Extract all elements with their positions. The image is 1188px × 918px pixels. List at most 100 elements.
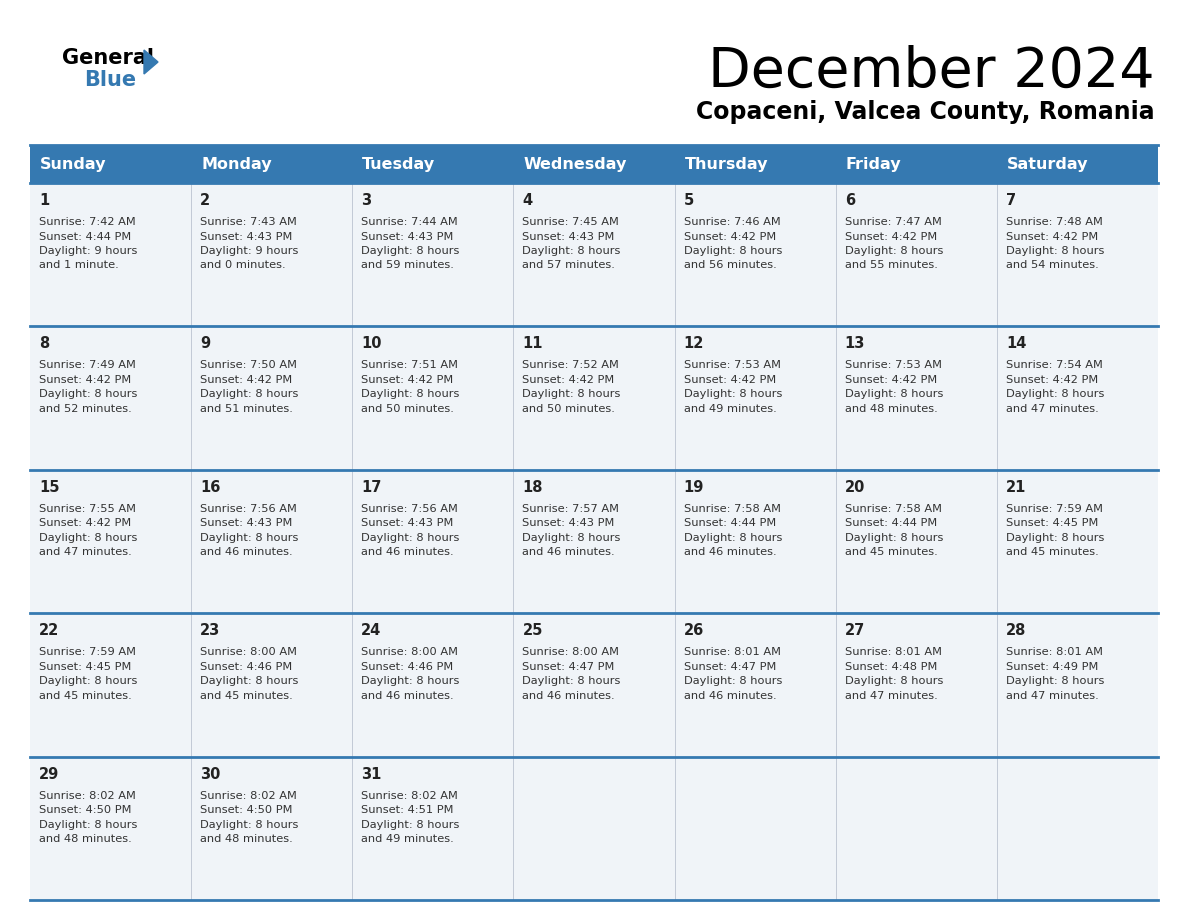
Text: Sunrise: 8:00 AM: Sunrise: 8:00 AM bbox=[523, 647, 619, 657]
Text: 15: 15 bbox=[39, 480, 59, 495]
Bar bbox=[30, 470, 1158, 613]
Text: Daylight: 8 hours: Daylight: 8 hours bbox=[200, 677, 298, 686]
Text: and 59 minutes.: and 59 minutes. bbox=[361, 261, 454, 271]
Text: Sunrise: 7:58 AM: Sunrise: 7:58 AM bbox=[845, 504, 942, 514]
Text: and 46 minutes.: and 46 minutes. bbox=[200, 547, 292, 557]
Text: 22: 22 bbox=[39, 623, 59, 638]
Text: 6: 6 bbox=[845, 193, 855, 208]
Text: Daylight: 8 hours: Daylight: 8 hours bbox=[1006, 389, 1104, 399]
Text: and 55 minutes.: and 55 minutes. bbox=[845, 261, 937, 271]
Text: Daylight: 8 hours: Daylight: 8 hours bbox=[361, 677, 460, 686]
Text: Sunrise: 7:46 AM: Sunrise: 7:46 AM bbox=[683, 217, 781, 227]
Text: Sunset: 4:42 PM: Sunset: 4:42 PM bbox=[361, 375, 454, 385]
Text: Sunrise: 8:02 AM: Sunrise: 8:02 AM bbox=[361, 790, 459, 800]
Text: 30: 30 bbox=[200, 767, 221, 781]
Text: Daylight: 8 hours: Daylight: 8 hours bbox=[845, 532, 943, 543]
Text: and 0 minutes.: and 0 minutes. bbox=[200, 261, 286, 271]
Text: Sunset: 4:43 PM: Sunset: 4:43 PM bbox=[361, 519, 454, 528]
Text: Daylight: 8 hours: Daylight: 8 hours bbox=[39, 820, 138, 830]
Text: Sunrise: 7:56 AM: Sunrise: 7:56 AM bbox=[361, 504, 459, 514]
Text: Sunrise: 7:53 AM: Sunrise: 7:53 AM bbox=[683, 361, 781, 370]
Text: Sunset: 4:45 PM: Sunset: 4:45 PM bbox=[1006, 519, 1098, 528]
Text: Daylight: 8 hours: Daylight: 8 hours bbox=[523, 532, 621, 543]
Text: Sunrise: 7:45 AM: Sunrise: 7:45 AM bbox=[523, 217, 619, 227]
Text: and 45 minutes.: and 45 minutes. bbox=[1006, 547, 1099, 557]
Text: Sunrise: 7:56 AM: Sunrise: 7:56 AM bbox=[200, 504, 297, 514]
Text: Sunrise: 7:43 AM: Sunrise: 7:43 AM bbox=[200, 217, 297, 227]
Text: Sunset: 4:49 PM: Sunset: 4:49 PM bbox=[1006, 662, 1098, 672]
Text: Daylight: 8 hours: Daylight: 8 hours bbox=[361, 820, 460, 830]
Text: Sunset: 4:47 PM: Sunset: 4:47 PM bbox=[683, 662, 776, 672]
Text: and 49 minutes.: and 49 minutes. bbox=[361, 834, 454, 844]
Text: Daylight: 9 hours: Daylight: 9 hours bbox=[200, 246, 298, 256]
Text: 5: 5 bbox=[683, 193, 694, 208]
Text: Blue: Blue bbox=[84, 70, 137, 90]
Text: Daylight: 8 hours: Daylight: 8 hours bbox=[1006, 677, 1104, 686]
Text: Sunrise: 7:58 AM: Sunrise: 7:58 AM bbox=[683, 504, 781, 514]
Text: 26: 26 bbox=[683, 623, 703, 638]
Text: Sunday: Sunday bbox=[40, 156, 107, 172]
Text: and 51 minutes.: and 51 minutes. bbox=[200, 404, 293, 414]
Text: Sunset: 4:43 PM: Sunset: 4:43 PM bbox=[200, 519, 292, 528]
Text: Sunrise: 8:01 AM: Sunrise: 8:01 AM bbox=[683, 647, 781, 657]
Text: Friday: Friday bbox=[846, 156, 902, 172]
Text: Sunrise: 7:53 AM: Sunrise: 7:53 AM bbox=[845, 361, 942, 370]
Text: Sunset: 4:48 PM: Sunset: 4:48 PM bbox=[845, 662, 937, 672]
Text: Sunset: 4:43 PM: Sunset: 4:43 PM bbox=[200, 231, 292, 241]
Text: 24: 24 bbox=[361, 623, 381, 638]
Text: Daylight: 8 hours: Daylight: 8 hours bbox=[683, 246, 782, 256]
Text: Sunrise: 7:59 AM: Sunrise: 7:59 AM bbox=[39, 647, 135, 657]
Text: and 54 minutes.: and 54 minutes. bbox=[1006, 261, 1099, 271]
Text: Sunrise: 7:57 AM: Sunrise: 7:57 AM bbox=[523, 504, 619, 514]
Text: 25: 25 bbox=[523, 623, 543, 638]
Bar bbox=[30, 327, 1158, 470]
Text: Sunset: 4:42 PM: Sunset: 4:42 PM bbox=[845, 375, 937, 385]
Text: Saturday: Saturday bbox=[1007, 156, 1088, 172]
Text: Daylight: 8 hours: Daylight: 8 hours bbox=[845, 389, 943, 399]
Text: Sunset: 4:43 PM: Sunset: 4:43 PM bbox=[523, 231, 615, 241]
Text: 16: 16 bbox=[200, 480, 221, 495]
Text: and 46 minutes.: and 46 minutes. bbox=[361, 690, 454, 700]
Text: Daylight: 9 hours: Daylight: 9 hours bbox=[39, 246, 138, 256]
Text: Daylight: 8 hours: Daylight: 8 hours bbox=[845, 246, 943, 256]
Text: 2: 2 bbox=[200, 193, 210, 208]
Text: Daylight: 8 hours: Daylight: 8 hours bbox=[39, 532, 138, 543]
Text: Sunset: 4:50 PM: Sunset: 4:50 PM bbox=[200, 805, 292, 815]
Text: 11: 11 bbox=[523, 336, 543, 352]
Text: Daylight: 8 hours: Daylight: 8 hours bbox=[683, 532, 782, 543]
Text: and 47 minutes.: and 47 minutes. bbox=[1006, 690, 1099, 700]
Text: 17: 17 bbox=[361, 480, 381, 495]
Text: Sunrise: 7:48 AM: Sunrise: 7:48 AM bbox=[1006, 217, 1102, 227]
Text: Tuesday: Tuesday bbox=[362, 156, 436, 172]
Text: Sunset: 4:47 PM: Sunset: 4:47 PM bbox=[523, 662, 615, 672]
Text: Sunrise: 7:51 AM: Sunrise: 7:51 AM bbox=[361, 361, 459, 370]
Text: Sunset: 4:42 PM: Sunset: 4:42 PM bbox=[200, 375, 292, 385]
Text: General: General bbox=[62, 48, 154, 68]
Text: 9: 9 bbox=[200, 336, 210, 352]
Text: and 48 minutes.: and 48 minutes. bbox=[200, 834, 293, 844]
Text: and 45 minutes.: and 45 minutes. bbox=[200, 690, 293, 700]
Text: Daylight: 8 hours: Daylight: 8 hours bbox=[200, 389, 298, 399]
Text: 27: 27 bbox=[845, 623, 865, 638]
Text: Sunrise: 7:50 AM: Sunrise: 7:50 AM bbox=[200, 361, 297, 370]
Polygon shape bbox=[144, 50, 158, 74]
Text: December 2024: December 2024 bbox=[708, 45, 1155, 99]
Text: 19: 19 bbox=[683, 480, 704, 495]
Text: 1: 1 bbox=[39, 193, 49, 208]
Text: Sunset: 4:42 PM: Sunset: 4:42 PM bbox=[845, 231, 937, 241]
Text: Sunset: 4:42 PM: Sunset: 4:42 PM bbox=[1006, 375, 1098, 385]
Text: and 49 minutes.: and 49 minutes. bbox=[683, 404, 776, 414]
Text: Sunset: 4:44 PM: Sunset: 4:44 PM bbox=[845, 519, 937, 528]
Text: and 45 minutes.: and 45 minutes. bbox=[39, 690, 132, 700]
Text: Sunset: 4:51 PM: Sunset: 4:51 PM bbox=[361, 805, 454, 815]
Text: 21: 21 bbox=[1006, 480, 1026, 495]
Text: 7: 7 bbox=[1006, 193, 1016, 208]
Text: Daylight: 8 hours: Daylight: 8 hours bbox=[200, 532, 298, 543]
Text: Sunrise: 8:02 AM: Sunrise: 8:02 AM bbox=[39, 790, 135, 800]
Text: and 46 minutes.: and 46 minutes. bbox=[523, 690, 615, 700]
Text: Daylight: 8 hours: Daylight: 8 hours bbox=[1006, 246, 1104, 256]
Text: and 48 minutes.: and 48 minutes. bbox=[845, 404, 937, 414]
Text: Daylight: 8 hours: Daylight: 8 hours bbox=[523, 246, 621, 256]
Text: Sunrise: 7:49 AM: Sunrise: 7:49 AM bbox=[39, 361, 135, 370]
Text: Sunset: 4:42 PM: Sunset: 4:42 PM bbox=[523, 375, 614, 385]
